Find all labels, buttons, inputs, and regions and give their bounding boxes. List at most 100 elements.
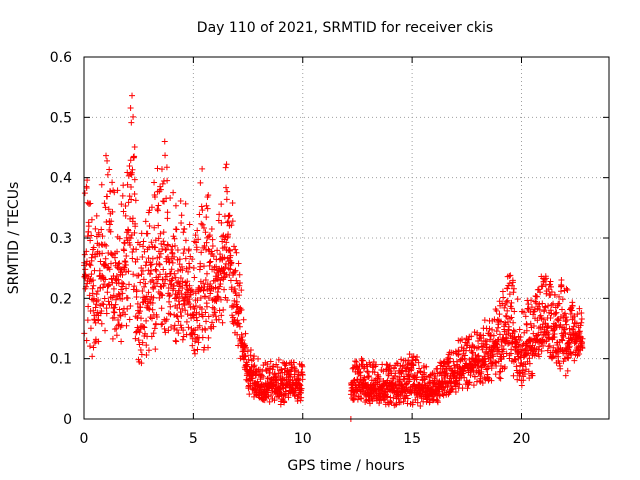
data-point (84, 177, 91, 184)
data-point (104, 193, 111, 200)
data-point (298, 385, 305, 392)
data-point (545, 323, 552, 330)
data-point (271, 397, 278, 404)
data-point (165, 310, 172, 317)
data-point (146, 222, 153, 229)
data-point (108, 251, 115, 258)
data-point (519, 367, 526, 374)
data-point (152, 266, 159, 273)
data-point (564, 367, 571, 374)
data-point (540, 342, 547, 349)
data-point (123, 285, 130, 292)
data-point (110, 285, 117, 292)
data-point (560, 314, 567, 321)
data-point (217, 296, 224, 303)
data-point (236, 271, 243, 278)
data-point (244, 361, 251, 368)
data-point (82, 266, 89, 273)
data-point (169, 275, 176, 282)
data-point (224, 219, 231, 226)
data-point (576, 351, 583, 358)
data-point (535, 286, 542, 293)
data-point (184, 286, 191, 293)
data-point (274, 364, 281, 371)
x-tick-label: 0 (80, 431, 89, 447)
data-point (386, 363, 393, 370)
data-point (102, 261, 109, 268)
data-point (129, 166, 136, 173)
data-point (475, 352, 482, 359)
data-point (559, 337, 566, 344)
data-point (107, 228, 114, 235)
data-point (244, 348, 251, 355)
data-point (216, 307, 223, 314)
data-point (173, 327, 180, 334)
data-point (119, 192, 126, 199)
data-point (88, 216, 95, 223)
data-point (151, 224, 158, 231)
data-point (186, 260, 193, 267)
data-point (547, 278, 554, 285)
data-point (298, 394, 305, 401)
data-point (421, 369, 428, 376)
data-point (129, 92, 136, 99)
data-point (83, 337, 90, 344)
data-point (356, 369, 363, 376)
data-point (221, 286, 228, 293)
data-point (198, 249, 205, 256)
data-point (141, 283, 148, 290)
data-point (168, 246, 175, 253)
data-point (84, 317, 91, 324)
data-point (180, 250, 187, 257)
data-point (223, 196, 230, 203)
data-point (133, 328, 140, 335)
data-point (406, 376, 413, 383)
data-point (505, 323, 512, 330)
data-point (178, 290, 185, 297)
y-tick-label: 0.1 (50, 352, 72, 368)
data-point (433, 396, 440, 403)
data-point (512, 357, 519, 364)
data-point (172, 202, 179, 209)
data-point (199, 313, 206, 320)
data-point (236, 282, 243, 289)
data-point (417, 403, 424, 410)
data-point (574, 311, 581, 318)
data-point (231, 286, 238, 293)
data-point (185, 246, 192, 253)
data-point (496, 331, 503, 338)
data-point (106, 221, 113, 228)
data-point (194, 227, 201, 234)
data-point (109, 335, 116, 342)
data-point (299, 363, 306, 370)
data-point (158, 321, 165, 328)
data-point (169, 259, 176, 266)
data-point (185, 268, 192, 275)
data-point (456, 381, 463, 388)
data-point (105, 298, 112, 305)
data-point (227, 277, 234, 284)
y-tick-labels: 0 0.1 0.2 0.3 0.4 0.5 0.6 (50, 50, 72, 428)
data-point (547, 307, 554, 314)
data-point (561, 326, 568, 333)
data-point (496, 374, 503, 381)
data-point (493, 359, 500, 366)
data-point (526, 360, 533, 367)
data-point (209, 236, 216, 243)
data-point (202, 309, 209, 316)
data-point (423, 373, 430, 380)
data-point (566, 344, 573, 351)
data-point (414, 370, 421, 377)
x-axis-label: GPS time / hours (287, 458, 404, 474)
data-point (205, 344, 212, 351)
data-point (415, 359, 422, 366)
data-point (178, 312, 185, 319)
data-point (548, 288, 555, 295)
data-point (108, 218, 115, 225)
data-point (111, 189, 118, 196)
data-point (405, 372, 412, 379)
data-point (182, 307, 189, 314)
data-point (191, 347, 198, 354)
y-tick-label: 0.6 (50, 50, 72, 66)
data-point (207, 258, 214, 265)
